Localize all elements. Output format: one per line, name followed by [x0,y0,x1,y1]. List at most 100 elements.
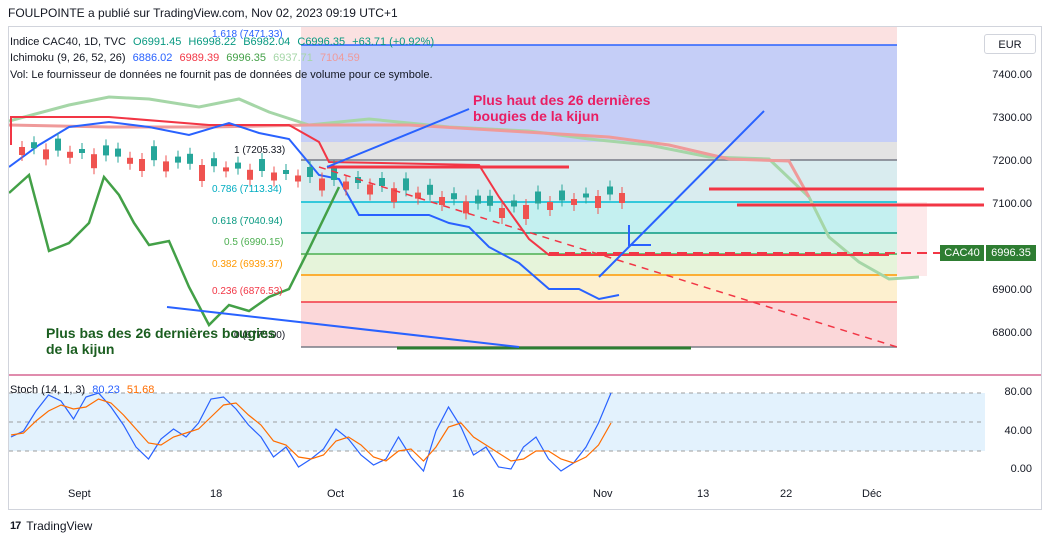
stoch-legend: Stoch (14, 1, 3) 80.23 51.68 [10,384,158,396]
candle-body [67,151,73,158]
candle-body [259,159,265,171]
fib-label: 1 (7205.33) [234,145,286,156]
candle-body [283,170,289,174]
candle-body [307,167,313,177]
candle-body [463,201,469,214]
stoch-d-line [10,398,612,464]
candle-body [55,138,61,151]
annotation-arrow [598,110,765,278]
fib-level-1618: 1.618 (7471.33) [212,29,283,40]
ichimoku-conversion: 6886.02 [132,52,173,64]
stoch-tick: 40.00 [1004,425,1032,437]
y-tick: 6800.00 [992,327,1032,339]
stoch-tick: 80.00 [1004,386,1032,398]
stoch-d: 51.68 [126,384,155,396]
ichimoku-base: 6989.39 [179,52,220,64]
candle-body [139,159,145,171]
fib-label: 0.618 (7040.94) [212,216,283,227]
x-tick: Oct [327,488,345,500]
y-tick: 7300.00 [992,112,1032,124]
annotation-bottom-line1: Plus bas des 26 dernières bougies [46,325,276,341]
candle-body [175,156,181,163]
candle-body [295,175,301,182]
fib-zone-extension [897,202,927,276]
y-tick: 7400.00 [992,69,1032,81]
ichimoku-lagging: 6996.35 [226,52,267,64]
candle-body [535,191,541,204]
x-tick: 16 [452,488,465,500]
candle-body [583,193,589,198]
x-tick: 18 [210,488,223,500]
close-value: C6996.35 [297,36,346,48]
ichimoku-label[interactable]: Ichimoku (9, 26, 52, 26) [10,52,126,64]
price-tag: 6996.35 [986,245,1036,261]
candle-body [79,149,85,153]
candle-body [127,157,133,164]
stoch-label[interactable]: Stoch (14, 1, 3) [10,384,86,396]
candle-body [247,169,253,180]
candle-body [355,177,361,183]
symbol-info[interactable]: Indice CAC40, 1D, TVC [10,36,126,48]
candle-body [391,188,397,203]
candle-body [31,142,37,149]
candle-body [595,196,601,208]
candle-body [187,153,193,164]
fib-zone-top [301,27,897,45]
candle-body [439,197,445,205]
span-b-line [9,123,811,198]
candle-body [571,199,577,205]
x-tick: Nov [593,488,613,500]
candle-body [151,146,157,161]
annotation-top-line2: bougies de la kijun [473,108,600,124]
trend-line [318,166,898,348]
tradingview-brand: TradingView [26,519,93,533]
candle-body [559,190,565,201]
x-tick: 13 [697,488,710,500]
chart-canvas[interactable] [9,27,1042,510]
candle-body [271,172,277,181]
fib-label: 0.786 (7113.34) [212,184,282,195]
chart-frame[interactable] [8,26,1042,510]
candle-body [403,178,409,191]
y-tick: 7200.00 [992,155,1032,167]
change-value: +63.71 (+0.92%) [352,36,435,48]
candle-body [415,192,421,199]
candle-body [319,178,325,191]
currency-badge[interactable]: EUR [984,34,1036,54]
candle-body [523,205,529,219]
x-tick: Sept [68,488,91,500]
kijun-line [10,116,889,256]
annotation-arrow [166,306,520,348]
open-value: O6991.45 [133,36,182,48]
candle-body [451,193,457,200]
low-value: B6982.04 [243,36,291,48]
fib-zone [301,142,897,160]
fib-label: 0 (6775.00) [234,330,286,341]
x-tick: Déc [862,488,882,500]
candle-body [547,202,553,210]
candle-body [487,195,493,206]
fib-label: 0.382 (6939.37) [212,259,283,270]
candle-body [619,193,625,203]
fib-zone [301,254,897,275]
candle-body [115,148,121,157]
x-tick: 22 [780,488,793,500]
legend-ichimoku: Ichimoku (9, 26, 52, 26) 6886.02 6989.39… [10,52,364,64]
fib-zone [301,275,897,302]
candle-body [43,149,49,160]
candle-body [211,158,217,167]
fib-zone [301,233,897,254]
footer-brand[interactable]: 17 TradingView [10,519,92,533]
candle-body [199,165,205,181]
annotation-bottom-line2: de la kijun [46,341,115,357]
fib-label: 0.236 (6876.53) [212,286,283,297]
candle-body [223,167,229,172]
annotation-arrow [628,225,651,246]
candle-body [163,161,169,172]
candle-body [379,178,385,186]
ichimoku-span-b: 7104.59 [319,52,360,64]
chikou-line [9,172,341,328]
fib-zone [301,302,897,347]
legend-main: Indice CAC40, 1D, TVC O6991.45 H6998.22 … [10,36,438,48]
candle-body [343,181,349,190]
